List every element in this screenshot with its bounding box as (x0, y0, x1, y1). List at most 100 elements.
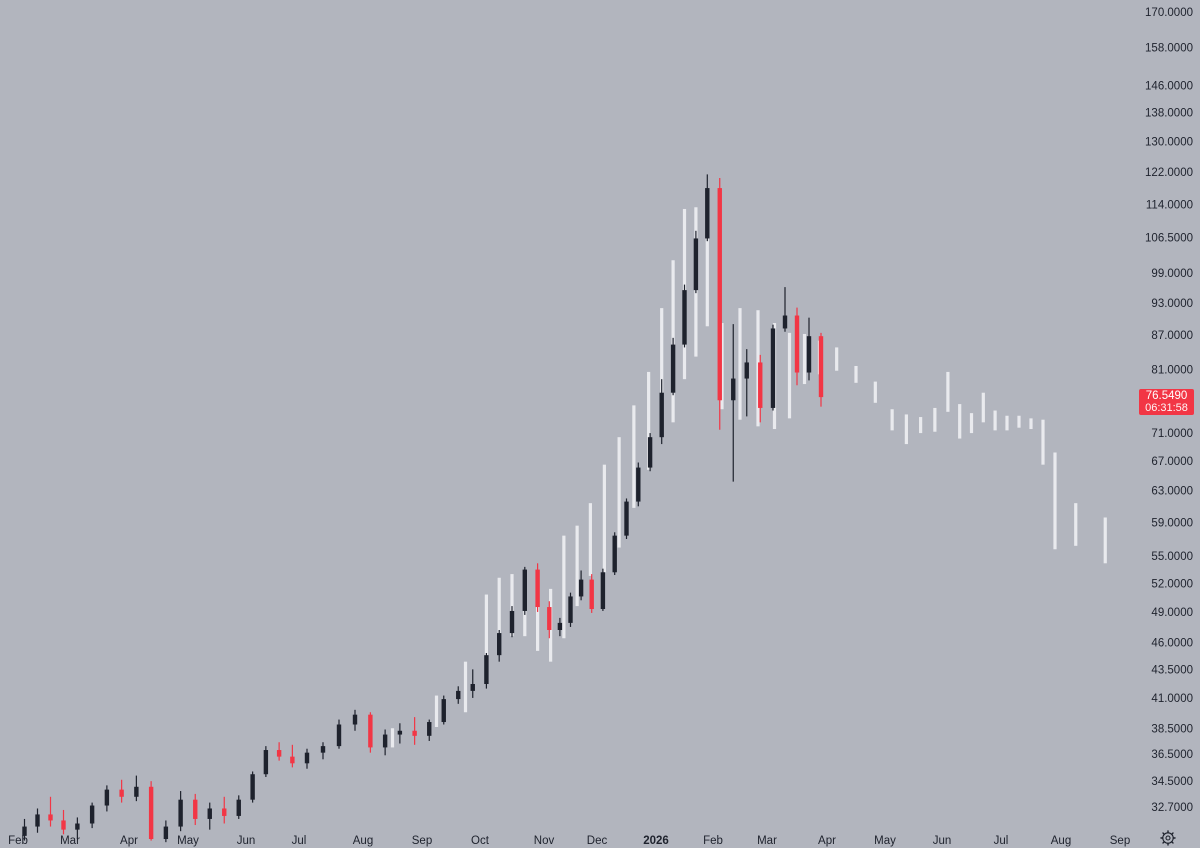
time-tick-label: Apr (120, 835, 138, 847)
price-tick-label: 93.0000 (1151, 298, 1193, 310)
candle-body (119, 789, 124, 797)
projection-bar (854, 365, 858, 383)
candle-body (48, 814, 53, 821)
projection-bar (873, 381, 877, 403)
candle-body (89, 805, 95, 824)
candle (104, 785, 110, 812)
candle (659, 379, 664, 445)
candle-body (397, 730, 403, 735)
candle-body (535, 569, 540, 608)
candle (589, 574, 594, 613)
price-tick-label: 170.0000 (1145, 7, 1193, 19)
projection-bar (835, 347, 839, 371)
candle (178, 791, 183, 832)
candle (522, 566, 527, 615)
price-axis[interactable]: 170.0000 158.0000 146.0000 138.0000 130.0000… (1145, 7, 1193, 814)
price-tick-label: 87.0000 (1151, 330, 1193, 342)
candle (770, 324, 776, 411)
candle-body (600, 572, 606, 610)
projection-bar (588, 503, 592, 576)
candle (48, 796, 53, 827)
candle-body (304, 752, 310, 764)
projection-bar (756, 310, 760, 427)
candle-body (427, 722, 432, 736)
projection-bar (738, 308, 742, 420)
projection-bar (617, 437, 621, 548)
candle (75, 817, 80, 840)
candle (818, 332, 824, 407)
time-tick-label: Jul (292, 835, 307, 847)
price-tick-label: 38.5000 (1151, 723, 1193, 735)
price-tick-label: 67.0000 (1151, 456, 1193, 468)
candle (119, 779, 124, 803)
candle-body (647, 437, 653, 468)
candle-body (509, 610, 515, 634)
price-tick-label: 114.0000 (1146, 200, 1193, 212)
candle (547, 601, 552, 639)
candle (427, 719, 432, 741)
candle-body (61, 820, 66, 830)
candle (134, 775, 139, 802)
price-tick-label: 59.0000 (1151, 517, 1193, 529)
time-tick-label: May (874, 835, 896, 847)
time-tick-label: 2026 (643, 835, 669, 847)
candle (263, 746, 269, 777)
projection-bar (1005, 415, 1009, 431)
gear-icon[interactable] (1160, 830, 1176, 846)
candle (744, 349, 749, 417)
candle-body (290, 756, 295, 764)
projection-bar (484, 594, 488, 667)
price-tick-label: 36.5000 (1151, 749, 1193, 761)
projection-bar (463, 661, 468, 713)
projection-bar (705, 217, 709, 327)
price-tick-label: 106.5000 (1145, 233, 1193, 245)
candle-body (818, 336, 824, 398)
projection-bar (802, 333, 807, 385)
last-price-value: 76.5490 (1145, 390, 1188, 402)
candle-body (368, 714, 373, 748)
candle-body (35, 814, 40, 827)
candle-body (806, 336, 812, 373)
projection-bar (787, 332, 792, 419)
candle (336, 719, 342, 749)
candle (276, 742, 282, 761)
candle-body (22, 826, 27, 836)
candle-body (412, 730, 417, 736)
candle (441, 695, 446, 725)
time-axis[interactable]: Feb Mar Apr May Jun Jul Aug Sep Oct Nov Dec 2026 Feb… (8, 835, 1130, 847)
candle-body (497, 633, 502, 656)
candle (806, 317, 812, 381)
projection-bar (602, 464, 606, 573)
price-tick-label: 146.0000 (1145, 80, 1193, 92)
candle (484, 653, 489, 689)
time-tick-label: Dec (587, 835, 608, 847)
candle-body (263, 750, 269, 775)
projection-bar (632, 405, 636, 508)
time-tick-label: May (177, 835, 199, 847)
candle-body (612, 535, 617, 573)
projection-bar (919, 417, 923, 434)
projection-bar (958, 404, 962, 439)
candle (382, 729, 388, 756)
price-tick-label: 63.0000 (1151, 486, 1193, 498)
candle (163, 820, 169, 843)
candle (236, 795, 241, 819)
candle-body (557, 622, 563, 630)
candle (61, 809, 66, 835)
candle-body (104, 789, 110, 806)
candle (368, 712, 373, 753)
price-tick-label: 71.0000 (1151, 428, 1193, 440)
candle-body (320, 746, 326, 753)
candle (647, 433, 653, 472)
price-tick-label: 138.0000 (1145, 108, 1193, 120)
bar-countdown: 06:31:58 (1145, 402, 1188, 414)
candle (794, 307, 800, 386)
price-tick-label: 41.0000 (1151, 693, 1193, 705)
price-tick-label: 158.0000 (1145, 42, 1193, 54)
candle (600, 568, 606, 611)
price-tick-label: 55.0000 (1151, 551, 1193, 563)
candle-body (522, 569, 527, 611)
candle (693, 230, 699, 294)
